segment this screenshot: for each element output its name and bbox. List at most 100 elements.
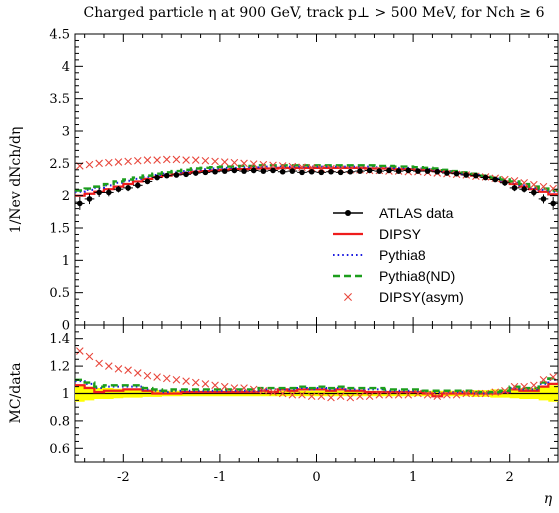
- ratio-dipsyasym-marker-14: [211, 381, 219, 390]
- ratio-dipsyasym-marker-44: [501, 386, 509, 395]
- data-point-0: [77, 200, 83, 207]
- data-point-29: [357, 168, 363, 174]
- legend-label-dipsyasym: DIPSY(asym): [379, 289, 464, 305]
- ratio-dipsyasym-marker-0: [76, 347, 84, 355]
- ratio-dipsyasym-marker-33: [394, 391, 403, 399]
- data-point-46: [521, 186, 527, 192]
- main-dipsyasym-marker-18: [249, 160, 258, 168]
- ratio-dipsyasym-marker-48: [539, 376, 548, 384]
- legend-data-marker: [345, 210, 351, 216]
- ratio-dipsyasym-marker-25: [317, 392, 326, 401]
- ratio-dipsyasym-marker-32: [385, 391, 393, 399]
- ratio-dipsyasym-marker-47: [530, 381, 538, 390]
- ratio-dipsy-line: [75, 382, 558, 398]
- main-dipsyasym-marker-8: [153, 156, 161, 164]
- data-point-4: [115, 186, 122, 192]
- ratio-dipsyasym-marker-19: [259, 386, 268, 395]
- chart-title: Charged particle η at 900 GeV, track p⊥ …: [83, 5, 544, 21]
- ratio-dipsyasym-marker-29: [356, 392, 364, 401]
- main-ytick-label-8: 4: [62, 60, 70, 75]
- data-point-48: [540, 196, 547, 202]
- xtick-label-3: 1: [409, 470, 417, 485]
- main-dipsyasym-marker-5: [124, 157, 132, 166]
- ratio-ytick-label-2: 1: [62, 387, 70, 402]
- data-point-22: [289, 168, 296, 174]
- ratio-dipsyasym-marker-36: [423, 391, 432, 399]
- data-point-33: [395, 168, 402, 174]
- ratio-dipsyasym-marker-26: [327, 393, 335, 402]
- data-point-15: [221, 168, 228, 174]
- main-dipsyasym-marker-3: [105, 158, 113, 167]
- ratio-dipsyasym-marker-3: [105, 362, 113, 370]
- axes: 0 0.5 1 1.5 2 2.5 3 3.5 4 4.5 0.6 0.8 1 1.2 1.4 -2 -1 0 1 2: [49, 28, 558, 485]
- ratio-ytick-label-4: 1.4: [49, 332, 70, 347]
- data-point-26: [328, 168, 334, 175]
- legend: ATLAS data DIPSY Pythia8 Pythia8(ND) DIPSY(a…: [333, 205, 464, 305]
- ratio-dipsyasym-marker-38: [443, 391, 451, 399]
- data-point-39: [453, 170, 460, 177]
- data-point-32: [386, 167, 392, 174]
- data-point-1: [86, 196, 93, 202]
- ratio-dipsyasym-marker-46: [520, 382, 528, 391]
- data-point-40: [463, 172, 470, 178]
- y-axis-title-main: 1/Nev dNch/dη: [8, 127, 24, 234]
- legend-label-data: ATLAS data: [379, 205, 454, 221]
- data-point-9: [163, 172, 170, 179]
- data-point-6: [134, 182, 141, 189]
- ratio-dipsyasym-marker-4: [114, 365, 123, 373]
- main-dipsyasym-marker-16: [230, 158, 239, 167]
- ratio-dipsyasym-marker-21: [278, 389, 287, 398]
- main-dipsyasym-marker-11: [182, 156, 190, 164]
- ratio-dipsyasym-marker-37: [433, 392, 442, 401]
- data-point-43: [492, 176, 499, 183]
- data-point-16: [231, 167, 238, 174]
- data-point-41: [473, 172, 479, 179]
- data-point-17: [241, 168, 247, 174]
- main-dipsyasym-marker-19: [259, 160, 268, 169]
- ratio-dipsyasym-marker-22: [288, 391, 297, 399]
- ratio-dipsyasym-marker-40: [462, 389, 471, 398]
- data-point-10: [173, 172, 180, 178]
- data-point-35: [415, 168, 421, 174]
- ratio-dipsyasym-marker-16: [230, 384, 239, 392]
- ratio-dipsyasym-marker-18: [249, 385, 258, 394]
- ratio-dipsyasym-marker-30: [365, 392, 374, 401]
- legend-label-dipsy: DIPSY: [379, 226, 422, 242]
- data-point-45: [511, 185, 518, 191]
- data-point-38: [444, 170, 450, 176]
- data-point-47: [531, 189, 537, 196]
- data-point-27: [337, 169, 344, 176]
- data-point-18: [250, 167, 257, 174]
- main-dipsyasym-marker-12: [191, 156, 200, 164]
- main-ytick-label-5: 2.5: [49, 157, 70, 172]
- main-dipsyasym-marker-17: [240, 159, 248, 168]
- main-dipsyasym-marker-46: [520, 178, 528, 187]
- main-ytick-label-7: 3.5: [49, 92, 70, 107]
- ratio-dipsyasym-marker-27: [336, 392, 345, 401]
- ratio-dipsyasym-marker-13: [201, 380, 210, 388]
- data-point-5: [125, 185, 131, 191]
- ratio-dipsyasym-marker-5: [124, 366, 132, 374]
- ratio-dipsyasym-marker-1: [85, 352, 94, 361]
- main-dipsyasym-marker-21: [278, 162, 287, 170]
- legend-label-pythia8: Pythia8: [379, 247, 426, 263]
- main-ytick-label-0: 0: [62, 319, 70, 334]
- legend-label-pythia8nd: Pythia8(ND): [379, 268, 455, 284]
- main-dipsyasym-marker-6: [134, 156, 142, 165]
- ratio-dipsyasym-marker-43: [491, 388, 499, 396]
- main-dipsyasym-marker-15: [220, 158, 229, 166]
- data-point-24: [308, 168, 315, 175]
- main-ytick-label-9: 4.5: [49, 28, 70, 43]
- data-point-20: [270, 167, 276, 174]
- main-dipsyasym-marker-48: [539, 182, 548, 191]
- x-axis-title: η: [544, 491, 553, 507]
- main-dipsyasym-marker-45: [510, 177, 519, 185]
- ratio-dipsyasym-marker-6: [134, 369, 142, 377]
- data-point-3: [106, 189, 112, 196]
- data-point-7: [144, 178, 151, 185]
- ratio-dipsyasym-marker-2: [95, 359, 103, 368]
- ratio-dipsyasym-marker-10: [172, 376, 181, 384]
- ratio-dipsyasym-marker-12: [191, 378, 200, 387]
- data-point-23: [299, 169, 305, 176]
